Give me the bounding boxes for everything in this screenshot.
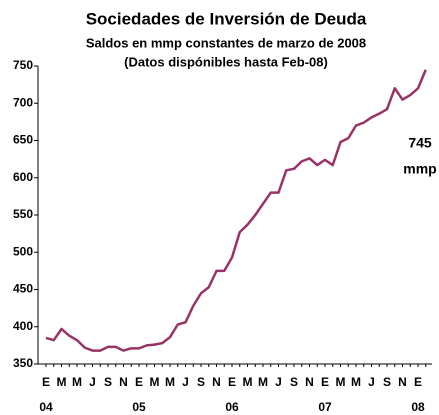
y-tick-label: 500 xyxy=(13,244,33,258)
chart-subtitle: (Datos dispónibles hasta Feb-08) xyxy=(124,54,328,69)
x-tick-label: N xyxy=(212,375,221,389)
x-tick-label: E xyxy=(228,375,236,389)
data-label: 745 xyxy=(408,135,432,151)
y-tick-label: 450 xyxy=(13,282,33,296)
chart-subtitle: Saldos en mmp constantes de marzo de 200… xyxy=(86,35,366,50)
x-tick-label: M xyxy=(150,375,160,389)
y-tick-label: 750 xyxy=(13,58,33,72)
x-tick-label: M xyxy=(57,375,67,389)
x-tick-label: E xyxy=(42,375,50,389)
year-label: 06 xyxy=(225,400,239,414)
x-tick-label: N xyxy=(305,375,314,389)
y-tick-label: 350 xyxy=(13,356,33,370)
y-tick-label: 700 xyxy=(13,95,33,109)
x-tick-label: M xyxy=(243,375,253,389)
chart-title: Sociedades de Inversión de Deuda xyxy=(86,9,367,28)
y-tick-label: 400 xyxy=(13,319,33,333)
x-tick-label: J xyxy=(275,375,282,389)
x-tick-label: M xyxy=(165,375,175,389)
x-tick-label: S xyxy=(197,375,205,389)
annotation: mmp xyxy=(403,161,436,177)
x-tick-label: M xyxy=(351,375,361,389)
y-tick-label: 650 xyxy=(13,133,33,147)
year-label: 08 xyxy=(411,400,425,414)
x-tick-label: N xyxy=(398,375,407,389)
x-tick-label: E xyxy=(135,375,143,389)
year-label: 07 xyxy=(318,400,332,414)
data-line xyxy=(45,69,427,352)
x-tick-label: E xyxy=(321,375,329,389)
x-tick-label: S xyxy=(383,375,391,389)
x-tick-label: J xyxy=(182,375,189,389)
y-tick-label: 550 xyxy=(13,207,33,221)
x-tick-label: E xyxy=(414,375,422,389)
y-tick-label: 600 xyxy=(13,170,33,184)
x-tick-label: N xyxy=(119,375,128,389)
x-tick-label: M xyxy=(258,375,268,389)
x-tick-label: J xyxy=(89,375,96,389)
x-tick-label: S xyxy=(104,375,112,389)
x-tick-label: M xyxy=(336,375,346,389)
year-label: 05 xyxy=(132,400,146,414)
x-tick-label: J xyxy=(368,375,375,389)
x-tick-label: M xyxy=(72,375,82,389)
x-tick-label: S xyxy=(290,375,298,389)
year-label: 04 xyxy=(39,400,53,414)
